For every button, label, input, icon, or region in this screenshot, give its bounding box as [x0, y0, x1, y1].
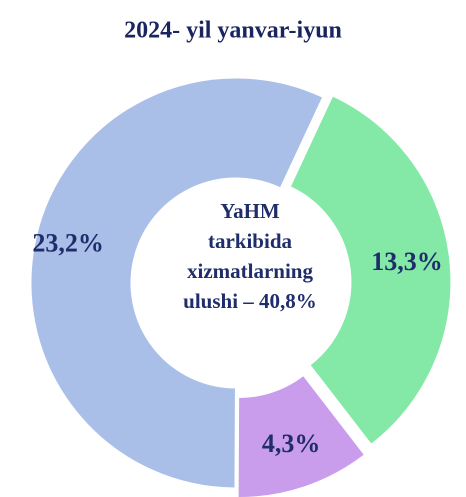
center-text: tarkibida — [208, 229, 293, 253]
data-label: 4,3% — [262, 429, 321, 458]
center-text: YaHM — [220, 199, 280, 223]
center-text: xizmatlarning — [187, 259, 313, 283]
center-text: ulushi – 40,8% — [183, 289, 317, 313]
data-label: 13,3% — [371, 247, 443, 276]
donut-segment — [237, 374, 366, 497]
donut-segment — [289, 95, 452, 445]
donut-segment — [30, 77, 324, 489]
chart-title: 2024- yil yanvar-iyun — [124, 18, 342, 44]
data-label: 23,2% — [32, 228, 104, 257]
